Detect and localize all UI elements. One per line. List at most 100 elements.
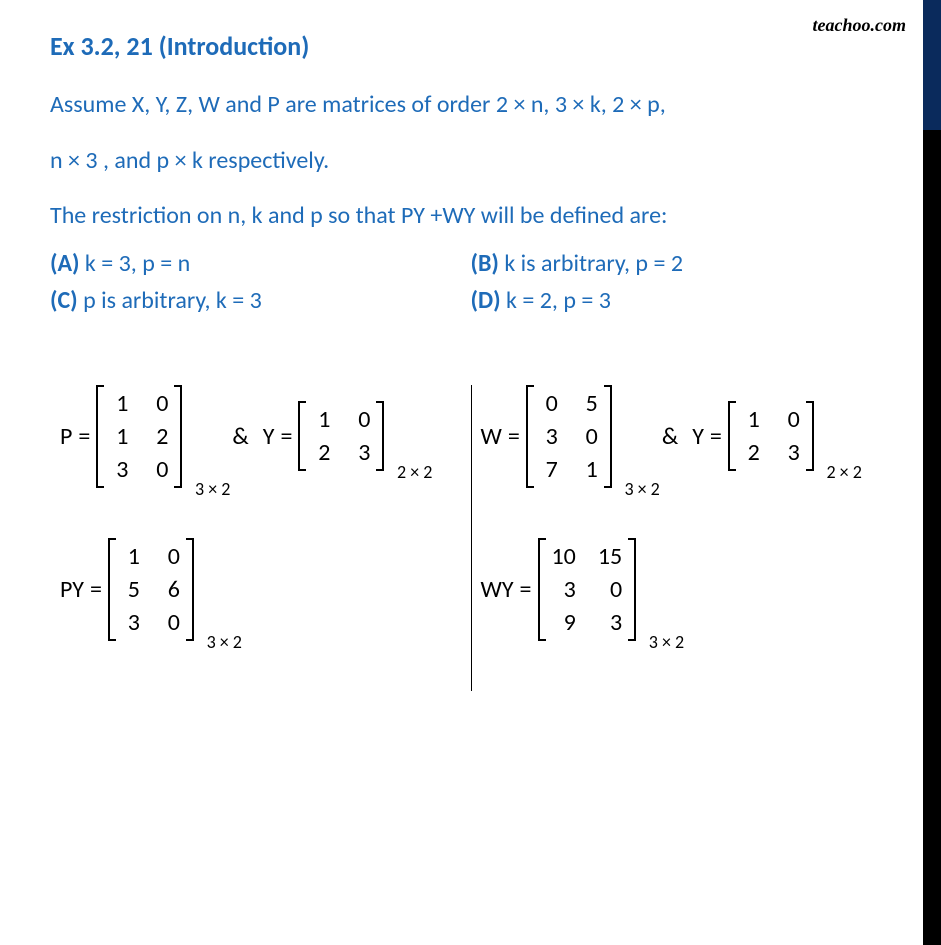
matrix-Y-name-2: Y: [692, 422, 704, 451]
option-d-label: (D): [471, 286, 501, 315]
matrix-Y-2: 10 23 2 × 2: [728, 401, 814, 471]
exercise-heading: Ex 3.2, 21 (Introduction): [50, 30, 891, 62]
ampersand-2: &: [662, 422, 678, 451]
stripe-black: [923, 130, 941, 945]
equals-1: =: [78, 422, 90, 451]
row-P-Y: P = 10 12 30 3 × 2 & Y = 10 23: [60, 385, 461, 488]
cell: 2: [742, 438, 760, 467]
vertical-separator: [471, 385, 472, 691]
matrix-Y-cells: 10 23: [306, 401, 376, 471]
side-stripe: [923, 0, 941, 945]
question-line-2: n × 3 , and p × k respectively.: [50, 138, 891, 184]
bracket-left: [526, 385, 534, 488]
option-b-label: (B): [471, 249, 499, 278]
option-a: (A) k = 3, p = n: [50, 249, 471, 278]
cell: 0: [150, 455, 168, 484]
cell: 3: [110, 455, 128, 484]
cell: 0: [540, 389, 558, 418]
option-b-text: k is arbitrary, p = 2: [499, 249, 683, 278]
cell: 0: [782, 405, 800, 434]
bracket-right: [376, 401, 384, 471]
equals-5: =: [710, 422, 722, 451]
bracket-left: [728, 401, 736, 471]
equals-3: =: [90, 575, 102, 604]
matrix-Y-name-1: Y: [263, 422, 275, 451]
cell: 10: [552, 542, 576, 571]
cell: 9: [552, 608, 576, 637]
right-column: W = 05 30 71 3 × 2 & Y = 10 23: [471, 385, 892, 691]
cell: 3: [782, 438, 800, 467]
cell: 1: [742, 405, 760, 434]
equals-4: =: [508, 422, 520, 451]
question-line-1: Assume X, Y, Z, W and P are matrices of …: [50, 82, 891, 128]
bracket-right: [186, 538, 194, 641]
matrix-Y-1: 10 23 2 × 2: [298, 401, 384, 471]
matrix-PY-order: 3 × 2: [207, 631, 242, 653]
matrix-W-name: W: [481, 422, 502, 451]
matrix-P-cells: 10 12 30: [104, 385, 174, 488]
matrix-PY-cells: 10 56 30: [116, 538, 186, 641]
cell: 1: [312, 405, 330, 434]
bracket-left: [108, 538, 116, 641]
cell: 3: [122, 608, 140, 637]
matrix-WY: 1015 30 93 3 × 2: [538, 538, 637, 641]
cell: 0: [352, 405, 370, 434]
matrix-Y-order-1: 2 × 2: [397, 461, 432, 483]
cell: 5: [580, 389, 598, 418]
cell: 0: [150, 389, 168, 418]
matrix-W-cells: 05 30 71: [534, 385, 604, 488]
stripe-blue: [923, 0, 941, 130]
cell: 5: [122, 575, 140, 604]
option-b: (B) k is arbitrary, p = 2: [471, 249, 892, 278]
cell: 3: [552, 575, 576, 604]
cell: 0: [580, 422, 598, 451]
cell: 0: [162, 542, 180, 571]
cell: 1: [580, 455, 598, 484]
math-section: P = 10 12 30 3 × 2 & Y = 10 23: [50, 385, 891, 691]
option-c: (C) p is arbitrary, k = 3: [50, 286, 471, 315]
cell: 3: [540, 422, 558, 451]
bracket-left: [96, 385, 104, 488]
question-line-3: The restriction on n, k and p so that PY…: [50, 193, 891, 239]
matrix-P: 10 12 30 3 × 2: [96, 385, 182, 488]
bracket-right: [604, 385, 612, 488]
cell: 7: [540, 455, 558, 484]
equals-6: =: [520, 575, 532, 604]
cell: 3: [598, 608, 622, 637]
option-c-text: p is arbitrary, k = 3: [78, 286, 262, 315]
cell: 6: [162, 575, 180, 604]
matrix-WY-order: 3 × 2: [649, 631, 684, 653]
cell: 0: [598, 575, 622, 604]
options-row-2: (C) p is arbitrary, k = 3 (D) k = 2, p =…: [50, 286, 891, 315]
row-WY: WY = 1015 30 93 3 × 2: [481, 538, 882, 641]
row-W-Y: W = 05 30 71 3 × 2 & Y = 10 23: [481, 385, 882, 488]
matrix-Y-cells-2: 10 23: [736, 401, 806, 471]
cell: 3: [352, 438, 370, 467]
option-d-text: k = 2, p = 3: [501, 286, 611, 315]
option-d: (D) k = 2, p = 3: [471, 286, 892, 315]
left-column: P = 10 12 30 3 × 2 & Y = 10 23: [50, 385, 471, 691]
matrix-WY-name: WY: [481, 575, 514, 604]
cell: 1: [110, 389, 128, 418]
matrix-Y-order-2: 2 × 2: [826, 461, 861, 483]
option-a-text: k = 3, p = n: [80, 249, 191, 278]
cell: 0: [162, 608, 180, 637]
ampersand-1: &: [232, 422, 248, 451]
option-a-label: (A): [50, 249, 80, 278]
matrix-W-order: 3 × 2: [624, 478, 659, 500]
matrix-PY-name: PY: [60, 575, 84, 604]
matrix-PY: 10 56 30 3 × 2: [108, 538, 194, 641]
bracket-left: [538, 538, 546, 641]
options-row-1: (A) k = 3, p = n (B) k is arbitrary, p =…: [50, 249, 891, 278]
bracket-right: [628, 538, 636, 641]
equals-2: =: [280, 422, 292, 451]
bracket-left: [298, 401, 306, 471]
option-c-label: (C): [50, 286, 78, 315]
cell: 2: [312, 438, 330, 467]
matrix-P-name: P: [60, 422, 72, 451]
row-PY: PY = 10 56 30 3 × 2: [60, 538, 461, 641]
cell: 1: [122, 542, 140, 571]
matrix-P-order: 3 × 2: [195, 478, 230, 500]
bracket-right: [806, 401, 814, 471]
watermark: teachoo.com: [813, 15, 906, 36]
